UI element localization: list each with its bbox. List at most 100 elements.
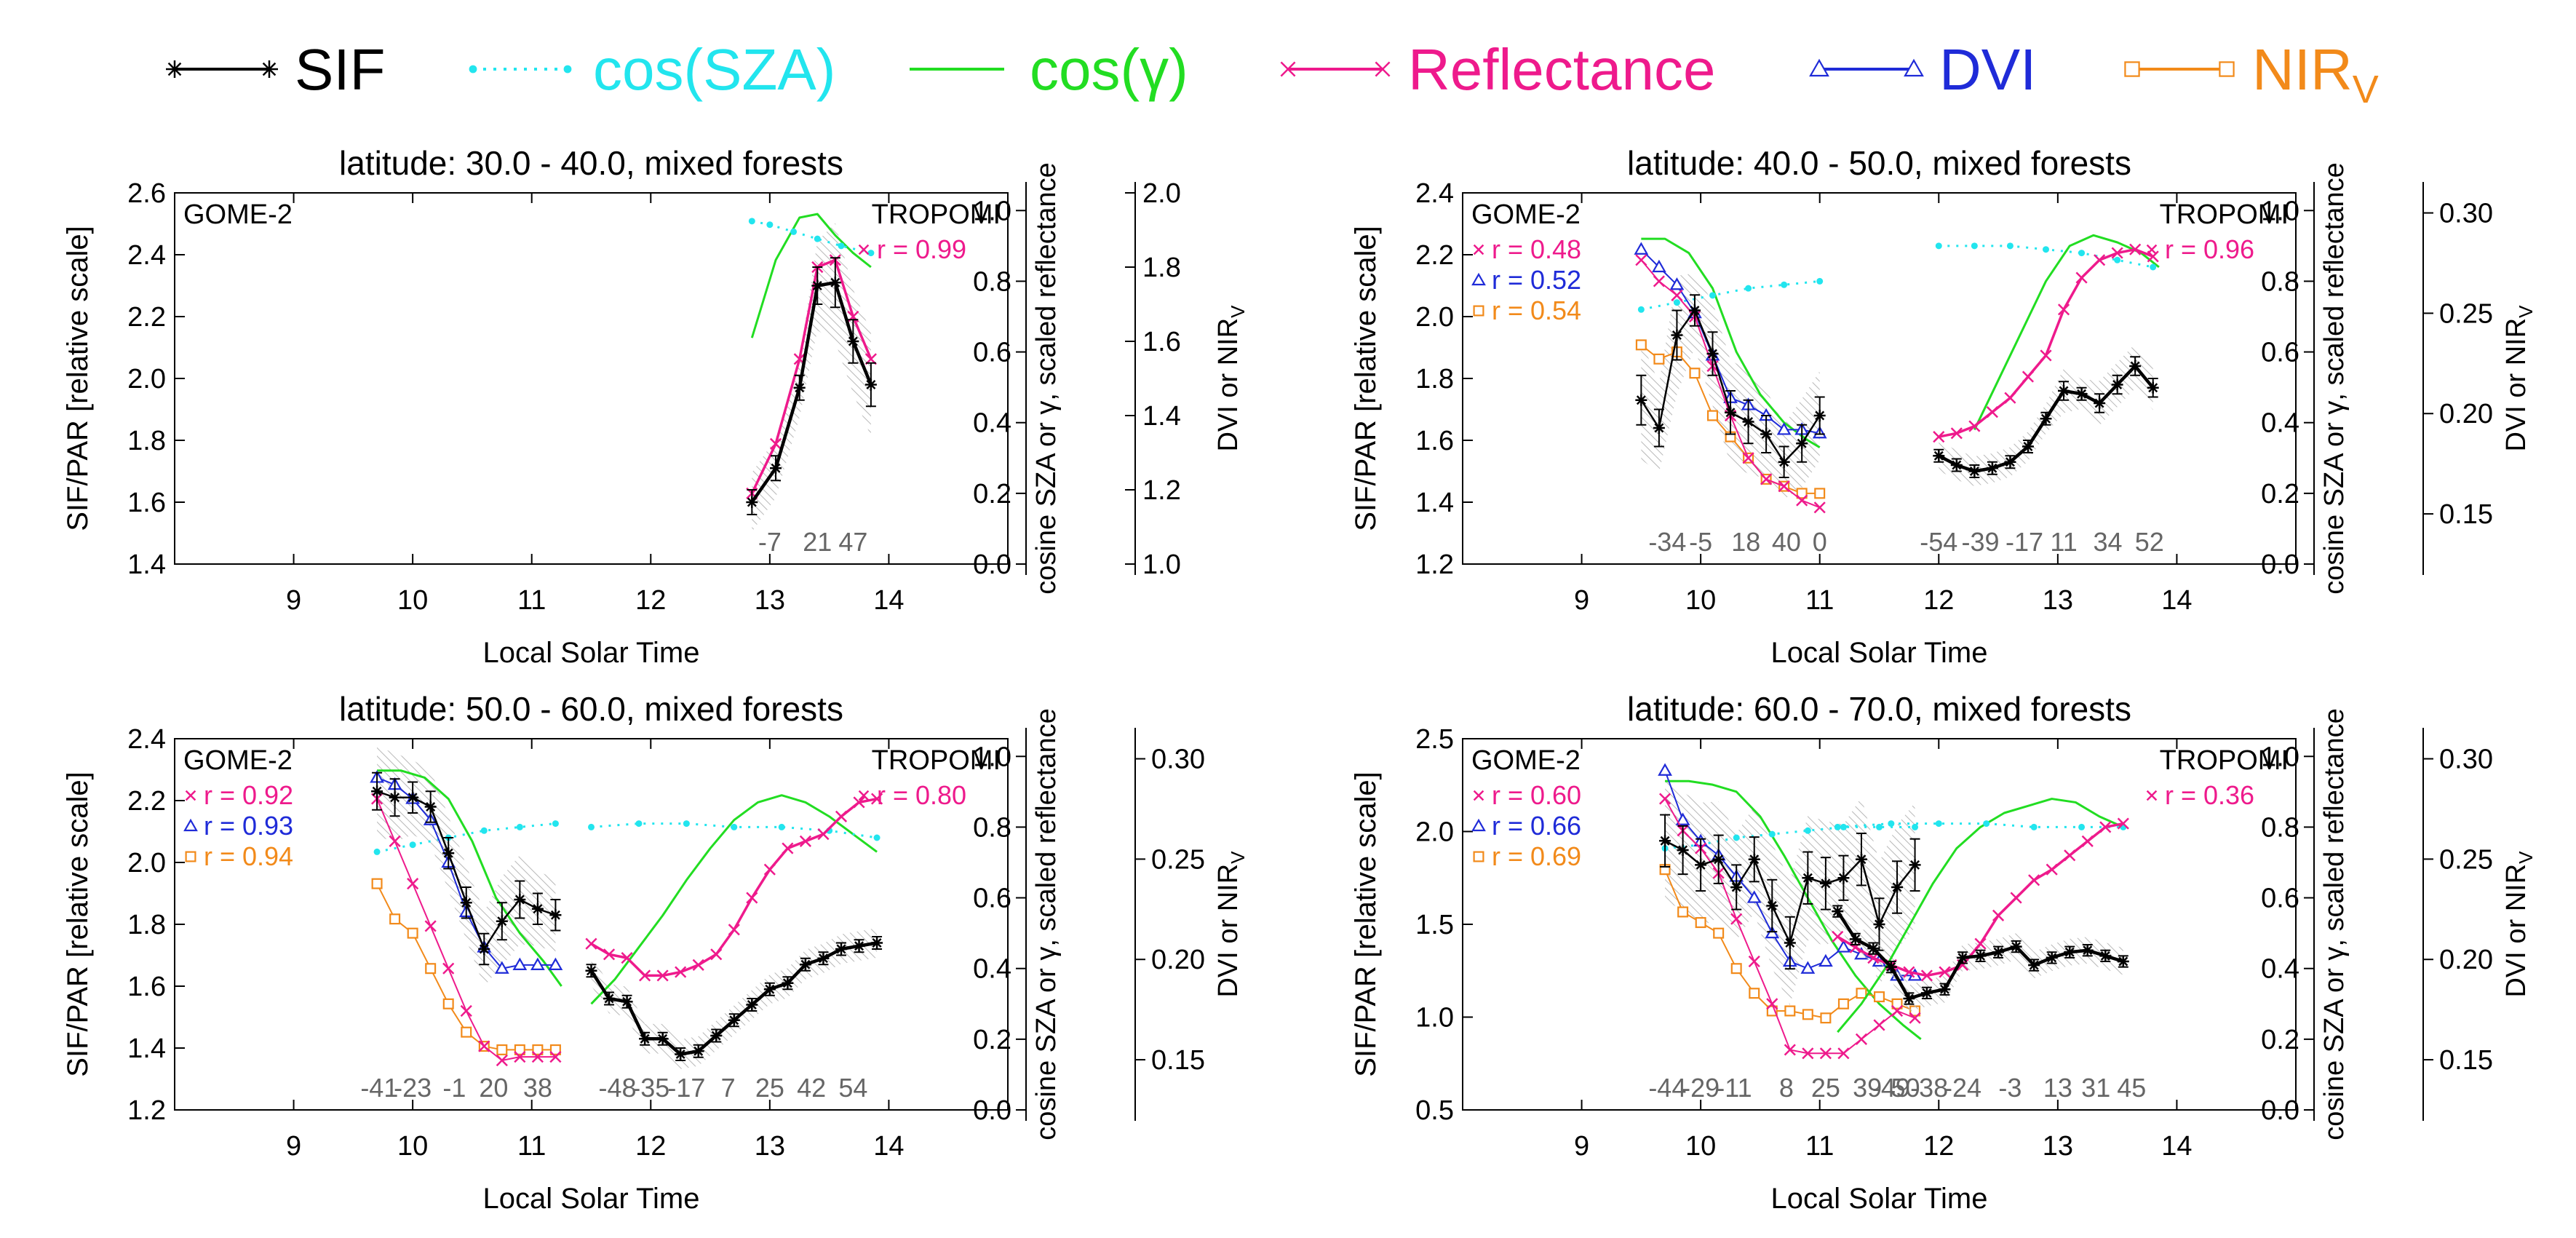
gome-series bbox=[370, 747, 563, 1067]
y-tick-label: 2.2 bbox=[127, 786, 166, 817]
gome-reflectance-point bbox=[1855, 1033, 1868, 1045]
legend-label-4: DVI bbox=[1939, 37, 2036, 102]
tropomi-sif-point-d2 bbox=[2094, 398, 2104, 408]
gome-sif-point bbox=[1635, 394, 1647, 406]
legend-label-5: NIRV bbox=[2252, 37, 2379, 111]
tropomi-reflectance-point bbox=[2075, 271, 2088, 284]
tropomi-reflectance-point-b bbox=[2094, 254, 2106, 266]
gome-nirv-point bbox=[1796, 488, 1808, 499]
tropomi-reflectance-point-b bbox=[853, 796, 865, 809]
angle-annotation: 20 bbox=[479, 1073, 508, 1103]
tropomi-cos-sza-point bbox=[790, 228, 798, 235]
y-tick-label: 2.2 bbox=[127, 302, 166, 333]
tropomi-reflectance-point-b bbox=[746, 892, 758, 904]
tropomi-sif-point-d2 bbox=[830, 277, 840, 287]
tropomi-sif-point bbox=[871, 937, 883, 949]
gome-series bbox=[1658, 763, 1923, 1060]
tropomi-sif-point bbox=[2117, 956, 2129, 967]
gome-sif-point-d2 bbox=[372, 786, 382, 796]
gome-cos-sza-point bbox=[1912, 823, 1919, 830]
x-tick-label: 9 bbox=[1574, 1131, 1589, 1162]
gome-reflectance-point-b bbox=[1635, 254, 1647, 266]
panel-lat-40-50: latitude: 40.0 - 50.0, mixed forests 9 10 1… bbox=[1288, 138, 2576, 684]
tropomi-sif-point-d2 bbox=[693, 1046, 704, 1056]
angle-annotation: -24 bbox=[1944, 1073, 1981, 1103]
legend-marker-b-1 bbox=[563, 65, 572, 74]
y2-tick-label: 0.2 bbox=[2261, 1025, 2299, 1055]
tropomi-reflectance-point-b bbox=[2057, 303, 2070, 316]
tropomi-reflectance-point-b bbox=[2111, 247, 2123, 259]
gome-nirv-point bbox=[407, 927, 418, 939]
y-tick-label: 1.2 bbox=[1415, 549, 1454, 580]
tropomi-reflectance-point bbox=[1986, 406, 1998, 418]
gome-reflectance-point bbox=[389, 835, 401, 847]
gome-cos-sza-point bbox=[1673, 299, 1680, 306]
tropomi-reflectance-point-b bbox=[692, 959, 704, 971]
tropomi-reflectance-point-b bbox=[2081, 835, 2094, 847]
y3-tick-label: 0.30 bbox=[1151, 745, 1205, 775]
angle-annotation: 13 bbox=[2043, 1073, 2072, 1103]
gome-sif-point bbox=[424, 801, 437, 813]
tropomi-reflectance-point bbox=[746, 892, 758, 904]
gome-corr-marker-2 bbox=[1473, 851, 1484, 862]
gome-nirv-point bbox=[1635, 339, 1647, 351]
y3-tick-label: 0.30 bbox=[2439, 745, 2493, 775]
tropomi-reflectance-point bbox=[656, 969, 669, 982]
gome-sif-point bbox=[1688, 304, 1701, 317]
y3-tick-label: 1.2 bbox=[1142, 475, 1181, 506]
tropomi-reflectance-point-b bbox=[2064, 849, 2076, 862]
tropomi-reflectance-point-b bbox=[817, 828, 830, 841]
gome-nirv-point bbox=[1749, 988, 1760, 999]
tropomi-sif-point bbox=[603, 993, 616, 1004]
tropomi-sif-point-d2 bbox=[2064, 947, 2075, 957]
gome-cos-sza-point bbox=[552, 820, 559, 828]
tropomi-reflectance-point-b bbox=[1903, 966, 1915, 978]
gome-cos-sza-line bbox=[1641, 279, 1820, 311]
tropomi-corr-marker-0-b bbox=[2146, 790, 2158, 801]
tropomi-reflectance-point bbox=[2046, 863, 2058, 876]
y3-tick-label: 1.8 bbox=[1142, 253, 1181, 283]
y2-tick-label: 0.8 bbox=[973, 266, 1011, 297]
angle-annotation: 38 bbox=[523, 1073, 552, 1103]
gome-dvi-point bbox=[1675, 812, 1690, 825]
tropomi-corr-marker-0 bbox=[2146, 790, 2158, 801]
tropomi-reflectance-point bbox=[835, 810, 848, 822]
y-tick-label: 1.4 bbox=[127, 549, 166, 580]
gome-reflectance-point-b bbox=[1813, 501, 1826, 514]
x-tick-label: 12 bbox=[635, 1131, 666, 1162]
tropomi-reflectance-point bbox=[1950, 427, 1963, 440]
angle-annotation: 21 bbox=[803, 527, 832, 557]
angle-annotation: -23 bbox=[394, 1073, 432, 1103]
angle-annotation: 39 bbox=[1853, 1073, 1882, 1103]
tropomi-cos-sza-point bbox=[867, 250, 875, 257]
gome-sif-point bbox=[1802, 872, 1814, 884]
tropomi-reflectance-point bbox=[2129, 243, 2142, 255]
gome-cos-sza-point bbox=[409, 841, 416, 849]
tropomi-cos-sza-point bbox=[635, 820, 643, 828]
tropomi-reflectance-point bbox=[675, 966, 687, 978]
y2-tick-label: 1.0 bbox=[973, 742, 1011, 772]
tropomi-cos-sza-point bbox=[2078, 250, 2086, 257]
tropomi-sif-point bbox=[2081, 944, 2094, 956]
gome-corr-marker-2 bbox=[1473, 305, 1484, 317]
gome-label: GOME-2 bbox=[183, 745, 293, 776]
gome-sif-point bbox=[1725, 406, 1737, 418]
y-tick-label: 2.0 bbox=[127, 364, 166, 394]
gome-cos-sza-point bbox=[1768, 830, 1776, 838]
tropomi-reflectance-point-b bbox=[621, 952, 633, 964]
tropomi-reflectance-point-b bbox=[2147, 250, 2159, 263]
tropomi-cos-gamma-line bbox=[1837, 798, 2124, 1033]
y3-tick-label: 0.15 bbox=[2439, 1045, 2493, 1076]
tropomi-sif-point-d2 bbox=[812, 281, 822, 290]
tropomi-sif-point bbox=[2010, 940, 2022, 953]
tropomi-label: TROPOMI bbox=[872, 199, 1001, 230]
tropomi-sif-point-d2 bbox=[1957, 953, 1968, 963]
tropomi-sif-point-d2 bbox=[818, 953, 828, 964]
legend-svg: SIF cos(SZA) cos(γ) Reflectance DVI NIRV bbox=[166, 37, 2379, 111]
gome-dvi-point bbox=[1669, 277, 1685, 290]
gome-reflectance-point bbox=[1760, 473, 1773, 485]
gome-reflectance-point bbox=[514, 1051, 526, 1063]
gome-reflectance-point-b bbox=[1671, 289, 1683, 301]
gome-sif-point-d2 bbox=[514, 894, 525, 905]
gome-reflectance-point bbox=[1658, 793, 1671, 805]
